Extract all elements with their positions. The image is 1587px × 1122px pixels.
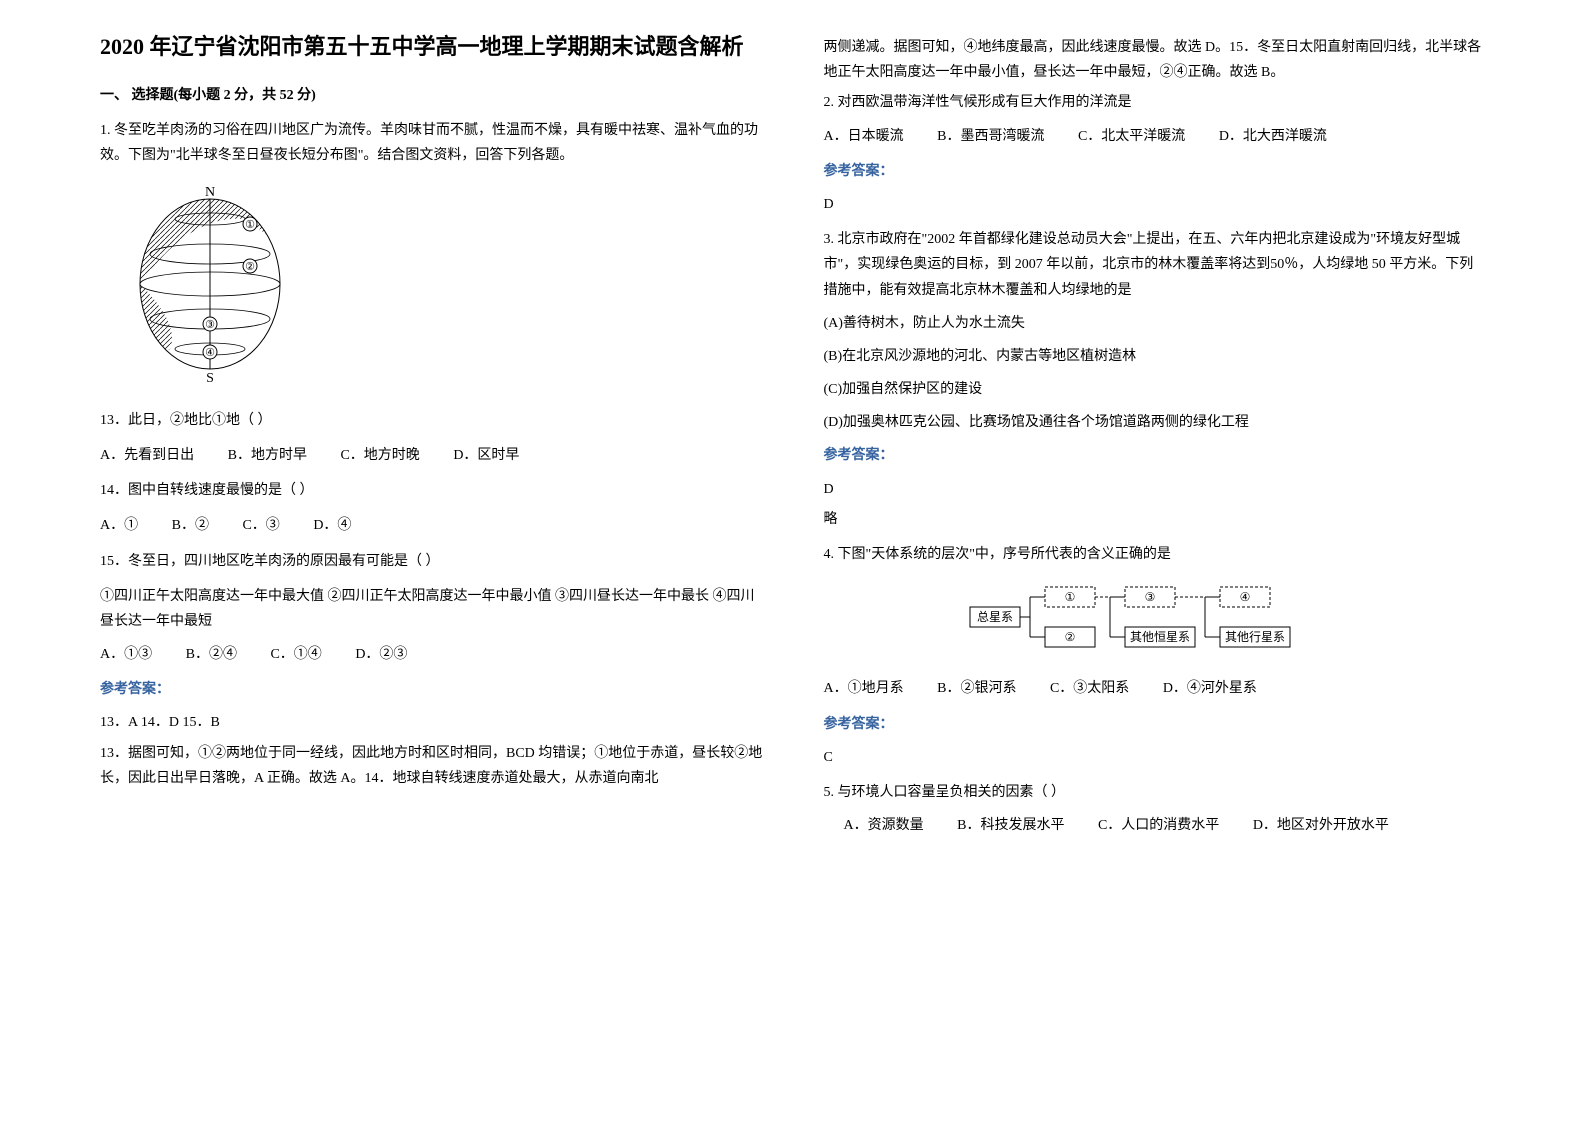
opt-d: D．地区对外开放水平 <box>1253 818 1389 833</box>
q2-text: 2. 对西欧温带海洋性气候形成有巨大作用的洋流是 <box>824 90 1488 115</box>
q5-options: A．资源数量 B．科技发展水平 C．人口的消费水平 D．地区对外开放水平 <box>824 813 1488 838</box>
question-1: 1. 冬至吃羊肉汤的习俗在四川地区广为流传。羊肉味甘而不腻，性温而不燥，具有暖中… <box>100 118 764 791</box>
opt-a: A．资源数量 <box>844 818 924 833</box>
q1-text: 1. 冬至吃羊肉汤的习俗在四川地区广为流传。羊肉味甘而不腻，性温而不燥，具有暖中… <box>100 118 764 168</box>
opt-d: D．②③ <box>355 647 407 662</box>
q3-text: 3. 北京市政府在"2002 年首都绿化建设总动员大会"上提出，在五、六年内把北… <box>824 227 1488 303</box>
opt-c: C．①④ <box>270 647 321 662</box>
q3-opt-a: (A)善待树木，防止人为水土流失 <box>824 311 1488 336</box>
page-title: 2020 年辽宁省沈阳市第五十五中学高一地理上学期期末试题含解析 <box>100 30 764 63</box>
opt-d: D．④河外星系 <box>1163 681 1257 696</box>
q3-opt-b: (B)在北京风沙源地的河北、内蒙古等地区植树造林 <box>824 344 1488 369</box>
opt-a: A．①地月系 <box>824 681 904 696</box>
label-s: S <box>206 371 214 384</box>
opt-c: C．地方时晚 <box>340 448 419 463</box>
q2-options: A．日本暖流 B．墨西哥湾暖流 C．北太平洋暖流 D．北大西洋暖流 <box>824 124 1488 149</box>
section-header: 一、 选择题(每小题 2 分，共 52 分) <box>100 83 764 108</box>
svg-text:③: ③ <box>1145 590 1156 604</box>
explain-cont: 两侧递减。据图可知，④地纬度最高，因此线速度最慢。故选 D。15．冬至日太阳直射… <box>824 35 1488 85</box>
answer-line: 13．A 14．D 15．B <box>100 710 764 735</box>
question-2: 2. 对西欧温带海洋性气候形成有巨大作用的洋流是 A．日本暖流 B．墨西哥湾暖流… <box>824 90 1488 217</box>
svg-text:③: ③ <box>205 319 215 331</box>
svg-text:④: ④ <box>205 347 215 359</box>
q4-answer: C <box>824 745 1488 770</box>
sub-q15-text: ①四川正午太阳高度达一年中最大值 ②四川正午太阳高度达一年中最小值 ③四川昼长达… <box>100 584 764 634</box>
svg-text:②: ② <box>245 261 255 273</box>
globe-diagram: N <box>130 184 764 393</box>
opt-a: A．①③ <box>100 647 152 662</box>
svg-text:总星系: 总星系 <box>977 610 1013 624</box>
answer-label: 参考答案： <box>824 159 1488 184</box>
sub-q13: 13．此日，②地比①地（ ） <box>100 408 764 433</box>
question-4: 4. 下图"天体系统的层次"中，序号所代表的含义正确的是 总星系 ① ② <box>824 542 1488 770</box>
opt-b: B．②④ <box>186 647 237 662</box>
opt-b: B．墨西哥湾暖流 <box>937 129 1044 144</box>
svg-text:①: ① <box>1065 590 1076 604</box>
svg-text:其他恒星系: 其他恒星系 <box>1130 630 1190 644</box>
opt-b: B．科技发展水平 <box>957 818 1064 833</box>
q3-opt-c: (C)加强自然保护区的建设 <box>824 377 1488 402</box>
sub-q15: 15．冬至日，四川地区吃羊肉汤的原因最有可能是（ ） <box>100 549 764 574</box>
opt-d: D．区时早 <box>453 448 519 463</box>
explain-13: 13．据图可知，①②两地位于同一经线，因此地方时和区时相同，BCD 均错误；①地… <box>100 741 764 791</box>
sub-q14-options: A．① B．② C．③ D．④ <box>100 513 764 538</box>
opt-d: D．④ <box>313 518 351 533</box>
right-column: 两侧递减。据图可知，④地纬度最高，因此线速度最慢。故选 D。15．冬至日太阳直射… <box>824 30 1488 1092</box>
q3-answer: D <box>824 477 1488 502</box>
opt-b: B．② <box>172 518 209 533</box>
opt-a: A．先看到日出 <box>100 448 194 463</box>
opt-d: D．北大西洋暖流 <box>1219 129 1327 144</box>
sub-q15-options: A．①③ B．②④ C．①④ D．②③ <box>100 642 764 667</box>
opt-c: C．③ <box>242 518 279 533</box>
question-5: 5. 与环境人口容量呈负相关的因素（ ） A．资源数量 B．科技发展水平 C．人… <box>824 780 1488 838</box>
svg-text:②: ② <box>1065 630 1076 644</box>
question-3: 3. 北京市政府在"2002 年首都绿化建设总动员大会"上提出，在五、六年内把北… <box>824 227 1488 532</box>
q3-opt-d: (D)加强奥林匹克公园、比赛场馆及通往各个场馆道路两侧的绿化工程 <box>824 410 1488 435</box>
opt-c: C．人口的消费水平 <box>1098 818 1219 833</box>
svg-text:④: ④ <box>1240 590 1251 604</box>
answer-label: 参考答案： <box>824 712 1488 737</box>
q3-answer2: 略 <box>824 507 1488 532</box>
q5-text: 5. 与环境人口容量呈负相关的因素（ ） <box>824 780 1488 805</box>
hierarchy-diagram: 总星系 ① ② ③ <box>824 582 1488 661</box>
answer-label: 参考答案： <box>824 443 1488 468</box>
answer-label: 参考答案： <box>100 677 764 702</box>
sub-q13-options: A．先看到日出 B．地方时早 C．地方时晚 D．区时早 <box>100 443 764 468</box>
opt-b: B．②银河系 <box>937 681 1016 696</box>
label-n: N <box>205 185 215 200</box>
q4-text: 4. 下图"天体系统的层次"中，序号所代表的含义正确的是 <box>824 542 1488 567</box>
opt-a: A．日本暖流 <box>824 129 904 144</box>
q2-answer: D <box>824 192 1488 217</box>
opt-c: C．③太阳系 <box>1050 681 1129 696</box>
opt-c: C．北太平洋暖流 <box>1078 129 1185 144</box>
svg-text:①: ① <box>245 219 255 231</box>
svg-text:其他行星系: 其他行星系 <box>1225 630 1285 644</box>
sub-q14: 14．图中自转线速度最慢的是（ ） <box>100 478 764 503</box>
opt-a: A．① <box>100 518 138 533</box>
left-column: 2020 年辽宁省沈阳市第五十五中学高一地理上学期期末试题含解析 一、 选择题(… <box>100 30 764 1092</box>
q4-options: A．①地月系 B．②银河系 C．③太阳系 D．④河外星系 <box>824 676 1488 701</box>
opt-b: B．地方时早 <box>228 448 307 463</box>
